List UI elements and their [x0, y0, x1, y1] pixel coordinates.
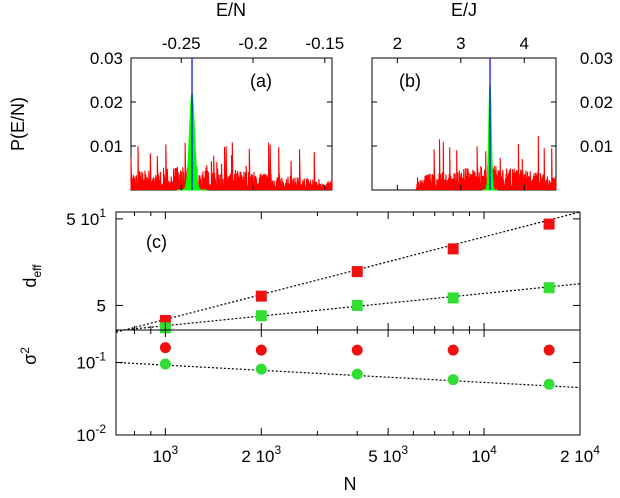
panel-a-ytick-label: 0.02 [90, 93, 123, 112]
panel-c-fit-line-0 [115, 211, 581, 333]
panel-d-xtick-label: 103 [153, 443, 179, 466]
panel-c-series-0-point [447, 243, 459, 255]
panel-b: 2 3 4 0.01 0.02 0.03 E/J (b) [371, 0, 613, 191]
panel-a-noise-histogram [130, 142, 333, 191]
panel-d-fit-line-1 [115, 361, 581, 389]
panel-d-series-1-point [255, 363, 267, 375]
panel-c-plot-area [115, 211, 581, 334]
panel-b-ytick-label: 0.03 [580, 49, 613, 68]
panel-d-frame [115, 329, 581, 436]
panel-a-xtick-label: -0.15 [305, 34, 344, 53]
panel-b-xtick-label: 3 [456, 34, 465, 53]
panel-a-ytick-label: 0.03 [90, 49, 123, 68]
panel-d-series-1-point [543, 378, 555, 390]
panel-c-series-1-point [447, 292, 459, 304]
panel-c-series-1-point [255, 310, 267, 322]
panel-b-ytick-label: 0.01 [580, 137, 613, 156]
panel-c-series-0-point [351, 266, 363, 278]
panel-d-ytick-label: 10-1 [76, 349, 106, 372]
panel-c-series-0-point [255, 290, 267, 302]
panel-d-xtick-label: 5 103 [368, 443, 408, 466]
panel-d-xtick-label: 2 104 [560, 443, 600, 466]
panel-c-series-0-point [159, 314, 171, 326]
panel-c-ylabel: deff [20, 264, 44, 288]
panel-c-series-1-point [351, 299, 363, 311]
panel-b-plot-area [415, 58, 557, 191]
panel-a-plot-area [130, 58, 333, 191]
panel-c-series-0-point [543, 218, 555, 230]
panel-a-xtick-label: -0.25 [162, 34, 201, 53]
panel-d-ytick-label: 10-2 [76, 422, 106, 445]
panel-d-ylabel: σ2 [18, 347, 40, 365]
panel-c-label: (c) [146, 232, 167, 252]
panel-a-label: (a) [250, 71, 272, 91]
panel-d-xtick-label: 104 [471, 443, 497, 466]
panel-b-xtick-label: 2 [393, 34, 402, 53]
panel-c-ticks: 5 5 101 [66, 206, 581, 330]
panel-d-xlabel: N [344, 474, 357, 494]
panel-d-series-0-point [543, 344, 555, 356]
panel-b-noise-histogram [415, 135, 557, 191]
panel-d-series-0-point [351, 344, 363, 356]
panel-a: -0.25 -0.2 -0.15 0.01 0.02 0.03 E/N P(E/N) (a… [8, 0, 344, 191]
panel-d-series-1-point [351, 368, 363, 380]
panel-d-plot-area [115, 342, 581, 390]
panel-b-ytick-label: 0.02 [580, 93, 613, 112]
panel-b-xlabel: E/J [451, 0, 477, 20]
panel-c-series-1-point [543, 282, 555, 294]
panel-a-ytick-label: 0.01 [90, 137, 123, 156]
panel-d-series-0-point [447, 344, 459, 356]
panel-c: 5 5 101 (c) deff [20, 206, 581, 334]
panel-c-ytick-label: 5 101 [66, 206, 106, 229]
panel-d: 103 2 103 5 103 104 2 104 10-2 10-1 σ2 N [18, 329, 600, 494]
panel-c-frame [115, 211, 581, 331]
panel-a-ylabel: P(E/N) [8, 97, 28, 151]
panel-a-xlabel: E/N [216, 0, 246, 20]
panel-c-ytick-label: 5 [97, 296, 106, 315]
panel-a-xtick-label: -0.2 [238, 34, 267, 53]
panel-d-series-0-point [159, 342, 171, 354]
panel-d-series-1-point [447, 374, 459, 386]
panel-b-ticks: 2 3 4 0.01 0.02 0.03 [372, 34, 613, 190]
panel-d-series-0-point [255, 344, 267, 356]
panel-d-series-1-point [159, 358, 171, 370]
panel-b-xtick-label: 4 [520, 34, 529, 53]
panel-c-fit-line-1 [115, 283, 581, 332]
panel-b-label: (b) [399, 71, 421, 91]
panel-d-xtick-label: 2 103 [241, 443, 281, 466]
panel-d-ticks: 103 2 103 5 103 104 2 104 10-2 10-1 [76, 330, 600, 466]
panel-a-ticks: -0.25 -0.2 -0.15 0.01 0.02 0.03 [90, 34, 344, 190]
